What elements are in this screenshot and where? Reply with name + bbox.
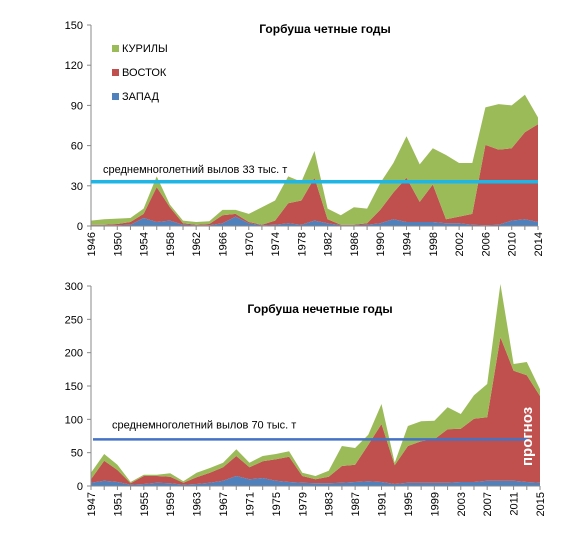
area-series-КУРИЛЫ: [91, 94, 538, 225]
y-tick-label: 90: [71, 100, 83, 112]
area-series-ВОСТОК: [91, 124, 538, 226]
area-series-ЗАПАД: [91, 216, 538, 226]
x-tick-label: 1975: [271, 492, 283, 516]
y-tick-label: 120: [65, 60, 83, 72]
y-tick-label: 0: [77, 481, 83, 493]
x-tick-label: 1983: [324, 492, 336, 516]
legend-entry-ВОСТОК: ВОСТОК: [122, 67, 167, 79]
x-tick-label: 1963: [192, 492, 204, 516]
y-tick-label: 150: [65, 20, 83, 32]
y-tick-label: 60: [71, 141, 83, 153]
area-series-ЗАПАД: [91, 476, 540, 486]
x-tick-label: 1946: [86, 232, 98, 256]
x-tick-label: 2015: [535, 492, 547, 516]
x-tick-label: 1955: [139, 492, 151, 516]
y-tick-label: 0: [77, 221, 83, 233]
y-tick-label: 150: [65, 381, 83, 393]
x-tick-label: 1959: [165, 492, 177, 516]
y-tick-label: 300: [65, 281, 83, 293]
x-tick-label: 2010: [507, 232, 519, 256]
y-tick-label: 250: [65, 314, 83, 326]
x-tick-label: 1958: [165, 232, 177, 256]
y-tick-label: 100: [65, 414, 83, 426]
x-tick-label: 1971: [244, 492, 256, 516]
x-tick-label: 2011: [509, 492, 521, 516]
x-tick-label: 1987: [350, 492, 362, 516]
x-tick-label: 1998: [428, 232, 440, 256]
x-tick-label: 1970: [244, 232, 256, 256]
x-tick-label: 1990: [375, 232, 387, 256]
x-tick-label: 2014: [533, 232, 545, 256]
average-line-label: среднемноголетний вылов 70 тыс. т: [112, 419, 296, 431]
x-tick-label: 1967: [218, 492, 230, 516]
x-tick-label: 1950: [112, 232, 124, 256]
x-tick-label: 2006: [480, 232, 492, 256]
x-tick-label: 1966: [217, 232, 229, 256]
x-tick-label: 1986: [349, 232, 361, 256]
legend-entry-КУРИЛЫ: КУРИЛЫ: [122, 43, 168, 55]
legend-swatch-КУРИЛЫ: [112, 45, 119, 52]
x-tick-label: 2007: [482, 492, 494, 516]
x-tick-label: 1947: [86, 492, 98, 516]
chart-title: Горбуша четные годы: [259, 22, 391, 36]
chart-1: 0 30 60 90 120 150 1946 1950 1954 1958 1962 1966 197…: [65, 20, 545, 256]
x-tick-label: 1954: [139, 232, 151, 256]
x-tick-label: 1978: [296, 232, 308, 256]
x-tick-label: 1951: [112, 492, 124, 516]
x-tick-label: 1995: [403, 492, 415, 516]
legend-swatch-ЗАПАД: [112, 93, 119, 100]
x-tick-label: 2002: [454, 232, 466, 256]
y-tick-label: 30: [71, 181, 83, 193]
x-tick-label: 1994: [402, 232, 414, 256]
area-series-КУРИЛЫ: [91, 284, 540, 484]
y-tick-label: 50: [71, 448, 83, 460]
y-tick-label: 200: [65, 348, 83, 360]
legend-swatch-ВОСТОК: [112, 69, 119, 76]
x-tick-label: 1962: [191, 232, 203, 256]
chart-title: Горбуша нечетные годы: [247, 302, 392, 316]
chart-2: 0 50 100 150 200 250 300 1947 1951 1955 1959 1963 19…: [65, 281, 547, 516]
average-line-label: среднемноголетний вылов 33 тыс. т: [103, 164, 287, 176]
legend-entry-ЗАПАД: ЗАПАД: [122, 91, 159, 103]
x-tick-label: 1991: [377, 492, 389, 516]
x-tick-label: 1999: [429, 492, 441, 516]
x-tick-label: 1979: [297, 492, 309, 516]
x-tick-label: 2003: [456, 492, 468, 516]
x-tick-label: 1982: [323, 232, 335, 256]
forecast-annotation: прогноз: [519, 407, 536, 466]
x-tick-label: 1974: [270, 232, 282, 256]
area-series-ВОСТОК: [91, 337, 540, 485]
